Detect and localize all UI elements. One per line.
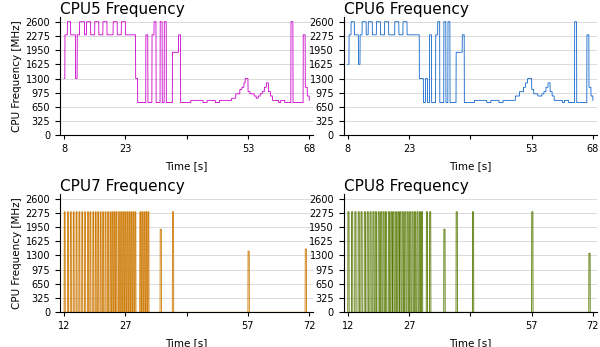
Text: Time [s]: Time [s] bbox=[166, 338, 208, 347]
Text: Time [s]: Time [s] bbox=[166, 161, 208, 171]
Text: CPU5 Frequency: CPU5 Frequency bbox=[60, 2, 185, 17]
Text: Time [s]: Time [s] bbox=[449, 161, 491, 171]
Text: Time [s]: Time [s] bbox=[449, 338, 491, 347]
Text: CPU7 Frequency: CPU7 Frequency bbox=[60, 179, 185, 194]
Text: CPU6 Frequency: CPU6 Frequency bbox=[344, 2, 469, 17]
Text: CPU8 Frequency: CPU8 Frequency bbox=[344, 179, 469, 194]
Y-axis label: CPU Frequency [MHz]: CPU Frequency [MHz] bbox=[13, 20, 23, 132]
Y-axis label: CPU Frequency [MHz]: CPU Frequency [MHz] bbox=[13, 197, 23, 309]
